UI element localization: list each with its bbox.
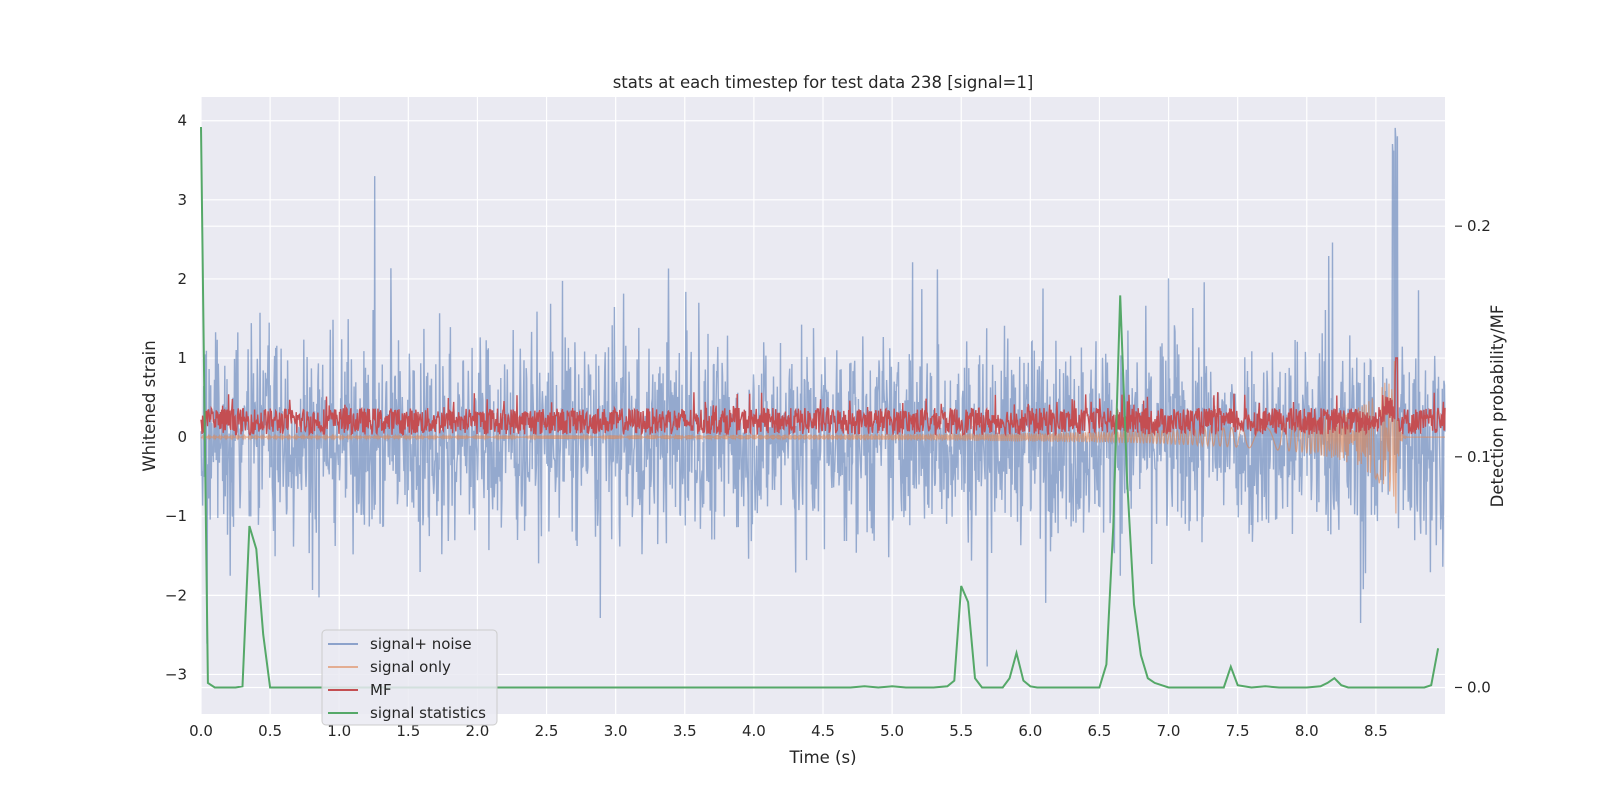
y2-axis-label: Detection probability/MF xyxy=(1488,305,1507,508)
x-tick-label-10: 5.0 xyxy=(880,722,904,740)
x-tick-label-14: 7.0 xyxy=(1157,722,1181,740)
legend-label-signal-statistics: signal statistics xyxy=(370,704,486,722)
series-mf-line xyxy=(200,357,1446,437)
x-tick-label-16: 8.0 xyxy=(1295,722,1319,740)
x-tick-label-9: 4.5 xyxy=(811,722,835,740)
x-axis-label: Time (s) xyxy=(788,748,856,767)
y2-tick-label-0: 0.0 xyxy=(1467,678,1491,696)
y2-tick-label-2: 0.2 xyxy=(1467,217,1491,235)
series-layer xyxy=(200,126,1446,689)
legend-box xyxy=(321,629,498,726)
series-signal-only-line xyxy=(200,360,1445,514)
x-tick-label-17: 8.5 xyxy=(1364,722,1388,740)
y-tick-label-7: 4 xyxy=(177,112,187,130)
x-tick-label-12: 6.0 xyxy=(1018,722,1042,740)
legend: signal+ noise signal only MF signal statist… xyxy=(321,629,498,726)
y-tick-label-4: 1 xyxy=(177,349,187,367)
x-tick-label-5: 2.5 xyxy=(535,722,559,740)
y-axis-label: Whitened strain xyxy=(140,340,159,471)
y-tick-label-2: −1 xyxy=(165,507,187,525)
x-tick-label-15: 7.5 xyxy=(1226,722,1250,740)
x-tick-label-3: 1.5 xyxy=(396,722,420,740)
legend-label-signal-noise: signal+ noise xyxy=(370,635,472,653)
x-tick-label-11: 5.5 xyxy=(949,722,973,740)
x-tick-label-8: 4.0 xyxy=(742,722,766,740)
y-tick-label-0: −3 xyxy=(165,665,187,683)
y2-tick-label-1: 0.1 xyxy=(1467,448,1491,466)
series-signal-statistics-line xyxy=(200,126,1440,689)
legend-label-mf: MF xyxy=(370,681,392,699)
legend-label-signal-only: signal only xyxy=(370,658,451,676)
x-tick-label-2: 1.0 xyxy=(327,722,351,740)
y-tick-label-5: 2 xyxy=(177,270,187,288)
y-tick-label-6: 3 xyxy=(177,191,187,209)
x-tick-label-0: 0.0 xyxy=(189,722,213,740)
x-tick-label-4: 2.0 xyxy=(466,722,490,740)
x-tick-label-1: 0.5 xyxy=(258,722,282,740)
x-tick-label-6: 3.0 xyxy=(604,722,628,740)
y-tick-label-1: −2 xyxy=(165,586,187,604)
y-tick-label-3: 0 xyxy=(177,428,187,446)
x-tick-label-7: 3.5 xyxy=(673,722,697,740)
x-tick-label-13: 6.5 xyxy=(1088,722,1112,740)
ticks: 0.0 0.5 1.0 1.5 2.0 2.5 3.0 3.5 4.0 4.5 5.0 5.5 6.0 6… xyxy=(165,112,1491,740)
chart-title: stats at each timestep for test data 238… xyxy=(613,73,1034,92)
